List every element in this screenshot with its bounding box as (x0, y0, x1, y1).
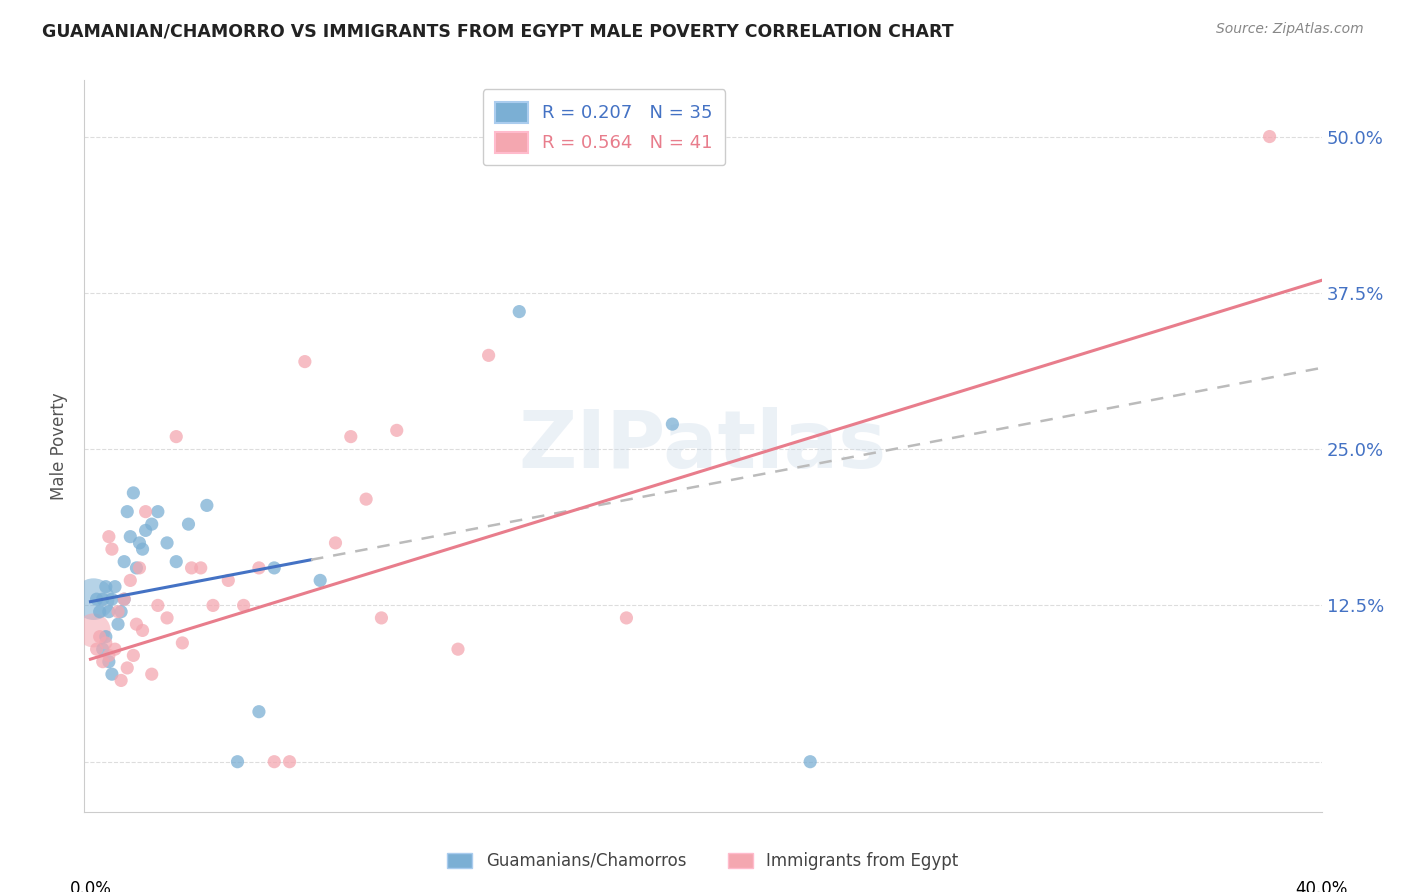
Point (83, 624, 105, 638)
Point (86, 592, 108, 607)
Point (354, 492, 377, 507)
Point (101, 542, 124, 557)
Point (165, 429, 187, 443)
Point (128, 536, 150, 550)
Point (226, 755, 249, 769)
Point (101, 592, 124, 607)
Point (325, 536, 347, 550)
Point (112, 555, 135, 569)
Point (91, 642, 114, 657)
Point (172, 636, 194, 650)
Point (115, 661, 138, 675)
Point (190, 561, 212, 575)
Point (131, 542, 153, 557)
Point (104, 580, 127, 594)
Point (120, 530, 142, 544)
Point (141, 667, 163, 681)
Point (247, 705, 270, 719)
Point (1258, 129, 1281, 144)
Point (135, 505, 157, 519)
Point (94, 580, 117, 594)
Point (340, 429, 363, 443)
Text: 40.0%: 40.0% (1295, 880, 1348, 892)
Point (177, 517, 200, 532)
Point (141, 517, 163, 532)
Point (97, 530, 120, 544)
Legend: Guamanians/Chamorros, Immigrants from Egypt: Guamanians/Chamorros, Immigrants from Eg… (441, 846, 965, 877)
Text: GUAMANIAN/CHAMORRO VS IMMIGRANTS FROM EGYPT MALE POVERTY CORRELATION CHART: GUAMANIAN/CHAMORRO VS IMMIGRANTS FROM EG… (42, 22, 953, 40)
Point (122, 648, 145, 663)
Point (125, 561, 148, 575)
Point (135, 524, 157, 538)
Point (83, 592, 105, 607)
Point (101, 667, 124, 681)
Point (94, 630, 117, 644)
Point (125, 617, 148, 632)
Point (97, 648, 120, 663)
Point (247, 561, 270, 575)
Text: ZIPatlas: ZIPatlas (519, 407, 887, 485)
Text: 0.0%: 0.0% (69, 880, 111, 892)
Point (112, 592, 135, 607)
Point (156, 611, 179, 625)
Point (385, 423, 408, 437)
Point (120, 574, 142, 588)
Point (195, 499, 218, 513)
Point (146, 599, 169, 613)
Point (110, 673, 132, 688)
Point (294, 354, 316, 368)
Point (309, 574, 332, 588)
Point (447, 642, 470, 657)
Point (107, 617, 129, 632)
Point (616, 611, 638, 625)
Point (107, 605, 129, 619)
Point (89, 630, 111, 644)
Point (112, 592, 135, 607)
Point (201, 599, 224, 613)
Point (278, 755, 301, 769)
Point (91, 655, 114, 669)
Point (122, 486, 145, 500)
Point (91, 592, 114, 607)
Point (180, 561, 202, 575)
Point (165, 555, 187, 569)
Point (97, 655, 120, 669)
Y-axis label: Male Poverty: Male Poverty (51, 392, 69, 500)
Text: Source: ZipAtlas.com: Source: ZipAtlas.com (1216, 22, 1364, 37)
Point (110, 605, 132, 619)
Point (115, 505, 138, 519)
Point (661, 417, 683, 431)
Point (217, 574, 239, 588)
Point (146, 505, 169, 519)
Point (508, 304, 530, 318)
Point (94, 636, 117, 650)
Point (156, 536, 179, 550)
Point (89, 605, 111, 619)
Point (232, 599, 254, 613)
Point (799, 755, 821, 769)
Point (86, 642, 108, 657)
Point (131, 624, 153, 638)
Point (97, 605, 120, 619)
Point (128, 561, 150, 575)
Point (263, 755, 285, 769)
Point (370, 611, 392, 625)
Point (263, 561, 285, 575)
Point (478, 348, 501, 362)
Point (104, 642, 127, 657)
